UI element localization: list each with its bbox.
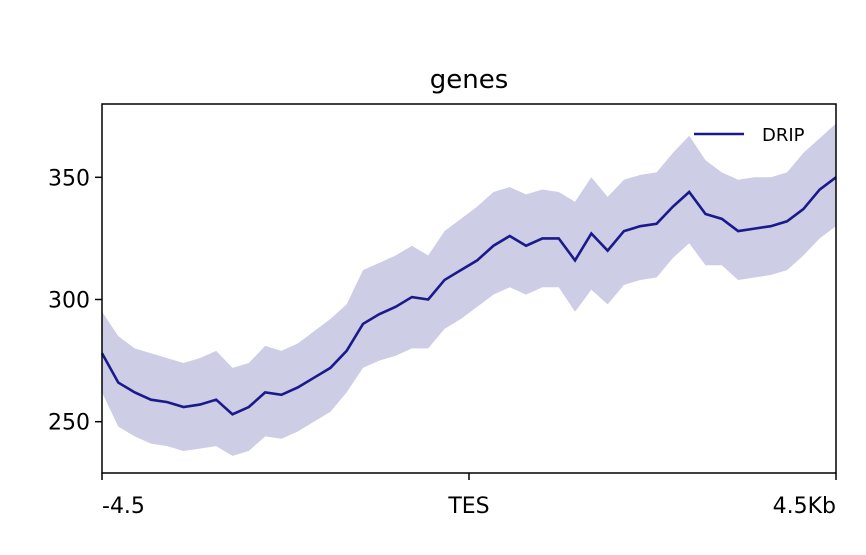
y-tick-label: 350 xyxy=(48,166,90,191)
y-tick-label: 250 xyxy=(48,411,90,436)
confidence-band xyxy=(102,123,836,456)
x-tick-label: 4.5Kb xyxy=(773,494,836,519)
chart-title: genes xyxy=(430,65,509,95)
x-tick-label: -4.5 xyxy=(102,494,145,519)
line xyxy=(100,176,837,416)
x-tick-label: TES xyxy=(447,494,489,519)
legend-label: DRIP xyxy=(762,125,805,146)
y-tick-label: 300 xyxy=(48,288,90,313)
